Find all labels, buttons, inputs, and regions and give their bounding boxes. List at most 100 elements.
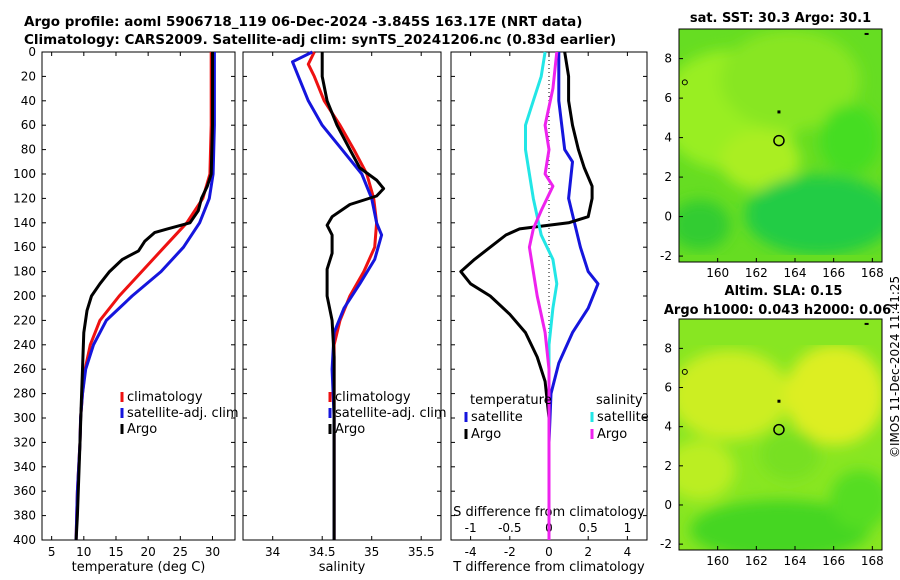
series-line (320, 52, 386, 540)
x-tick-label: 5 (48, 545, 56, 559)
x-tick-label: 25 (173, 545, 188, 559)
island-dot (864, 322, 869, 325)
y-tick-label: 260 (13, 362, 36, 376)
y-tick-label: 8 (664, 341, 672, 355)
legend-label: satellite-adj. clim (335, 406, 447, 421)
x-tick-label: 34.5 (309, 545, 336, 559)
x-tick-label: 164 (784, 266, 807, 280)
x-tick-label: -4 (465, 545, 477, 559)
y-tick-label: 300 (13, 411, 36, 425)
island-outline (681, 79, 688, 86)
top-tick-label: 0.5 (579, 521, 598, 535)
y-tick-label: 0 (664, 210, 672, 224)
y-tick-label: 340 (13, 460, 36, 474)
x-tick-label: 162 (745, 266, 768, 280)
island-outline (681, 368, 688, 375)
map-subtitle: Argo h1000: 0.043 h2000: 0.06 (664, 303, 891, 318)
map-frame (678, 318, 883, 551)
y-tick-label: 140 (13, 216, 36, 230)
series-line (527, 51, 559, 540)
sla-map-panel: 160 162 164 166 168 -2 0 2 4 6 8 Altim. SLA: 0.15 Ar… (660, 284, 891, 568)
legend-label: Argo (127, 422, 157, 437)
x-tick-label: -2 (504, 545, 516, 559)
x-tick-label: 160 (706, 554, 729, 568)
y-tick-label: 8 (664, 52, 672, 66)
y-tick-label: 400 (13, 533, 36, 547)
y-tick-label: -2 (660, 249, 672, 263)
top-tick-label: -0.5 (498, 521, 521, 535)
x-tick-label: 35 (364, 545, 379, 559)
y-tick-label: 220 (13, 313, 36, 327)
y-tick-label: 240 (13, 338, 36, 352)
series-line (74, 52, 214, 541)
watermark: ©IMOS 11-Dec-2024 11:41:25 (888, 275, 900, 458)
y-tick-label: 80 (21, 143, 36, 157)
series-line (459, 51, 594, 540)
sst-heatmap (679, 29, 882, 262)
x-tick-label: 160 (706, 266, 729, 280)
y-tick-label: 160 (13, 240, 36, 254)
x-tick-label: 168 (861, 266, 884, 280)
argo-float-marker (773, 423, 785, 436)
y-tick-label: 100 (13, 167, 36, 181)
x-tick-label: 10 (76, 545, 91, 559)
salinity-profile-panel: 34 34.5 35 35.5 salinity climatologysatellite… (242, 50, 447, 575)
x-tick-label: 34 (265, 545, 280, 559)
legend-label: satellite-adj. clim (127, 406, 239, 421)
legend-label: climatology (335, 390, 411, 405)
top-tick-label: -1 (465, 521, 477, 535)
y-tick-label: 20 (21, 69, 36, 83)
series-line (547, 52, 600, 540)
x-axis-label: T difference from climatology (452, 560, 645, 575)
y-tick-label: -2 (660, 537, 672, 551)
plot-frame (242, 51, 442, 541)
series-line (291, 50, 384, 540)
top-tick-label: 1 (624, 521, 632, 535)
y-tick-label: 6 (664, 381, 672, 395)
y-tick-label: 280 (13, 387, 36, 401)
x-tick-label: 166 (822, 266, 845, 280)
x-tick-label: 162 (745, 554, 768, 568)
map-title: Altim. SLA: 0.15 (725, 284, 843, 299)
x-tick-label: 15 (108, 545, 123, 559)
y-tick-label: 6 (664, 91, 672, 105)
y-tick-label: 0 (664, 498, 672, 512)
x-tick-label: 4 (624, 545, 632, 559)
legend-label: climatology (127, 390, 203, 405)
y-tick-label: 380 (13, 509, 36, 523)
island-dot (777, 399, 781, 403)
figure-title-line2: Climatology: CARS2009. Satellite-adj cli… (24, 32, 617, 48)
island-dot (864, 32, 869, 35)
y-tick-label: 40 (21, 94, 36, 108)
y-tick-label: 4 (664, 420, 672, 434)
figure-title-line1: Argo profile: aoml 5906718_119 06-Dec-20… (24, 14, 583, 30)
y-tick-label: 180 (13, 265, 36, 279)
y-tick-label: 360 (13, 484, 36, 498)
series-line (524, 51, 559, 540)
sst-map-panel: 160 162 164 166 168 -2 0 2 4 6 8 sat. SST: 30.3 Arg… (660, 11, 884, 280)
y-tick-label: 4 (664, 131, 672, 145)
map-frame (678, 28, 883, 263)
temperature-profile-panel: 0 20 40 60 80 100 120 140 160 180 200 220 240 260 280 3… (13, 45, 239, 575)
y-tick-label: 120 (13, 191, 36, 205)
y-tick-label: 2 (664, 170, 672, 184)
x-tick-label: 2 (584, 545, 592, 559)
legend-label: satellite (471, 410, 523, 425)
legend-title: temperature (470, 393, 552, 408)
x-tick-label: 164 (784, 554, 807, 568)
legend-label: Argo (335, 422, 365, 437)
legend-label: satellite (597, 410, 649, 425)
x-tick-label: 166 (822, 554, 845, 568)
x-tick-label: 20 (141, 545, 156, 559)
y-tick-label: 2 (664, 459, 672, 473)
legend-title: salinity (596, 393, 643, 408)
y-tick-label: 320 (13, 435, 36, 449)
sla-heatmap (679, 319, 882, 550)
legend-label: Argo (471, 427, 501, 442)
map-title: sat. SST: 30.3 Argo: 30.1 (690, 11, 871, 26)
plot-frame (41, 51, 236, 541)
x-tick-label: 30 (205, 545, 220, 559)
x-axis-label: salinity (319, 560, 366, 575)
